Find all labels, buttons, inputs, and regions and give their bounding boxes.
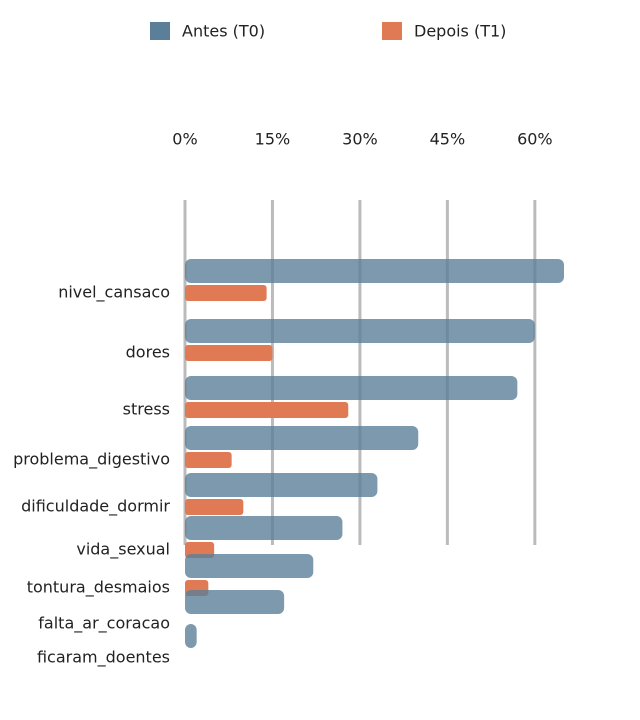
bar [185,499,244,515]
category-label: nivel_cansaco [58,283,170,303]
x-tick-label: 15% [255,130,291,149]
legend-swatch [150,22,170,40]
category-label: dificuldade_dormir [21,497,170,517]
legend-swatch [382,22,402,40]
bar [185,624,197,648]
bar [185,376,518,400]
bar [185,259,564,283]
bar [185,426,419,450]
category-label: falta_ar_coracao [38,614,170,634]
bar [185,452,232,468]
category-label: stress [123,400,170,419]
bar [185,554,314,578]
legend-label: Depois (T1) [414,22,506,41]
category-label: tontura_desmaios [27,578,170,598]
x-tick-label: 45% [430,130,466,149]
category-label: vida_sexual [76,540,170,560]
bar [185,345,273,361]
x-tick-label: 30% [342,130,378,149]
bar [185,285,267,301]
category-label: ficaram_doentes [37,648,170,668]
legend-label: Antes (T0) [182,22,265,41]
bar [185,402,349,418]
bar [185,319,535,343]
x-tick-label: 60% [517,130,553,149]
x-tick-label: 0% [172,130,197,149]
category-label: problema_digestivo [13,450,170,470]
bar [185,516,343,540]
bar [185,590,285,614]
category-label: dores [126,343,170,362]
bar [185,473,378,497]
